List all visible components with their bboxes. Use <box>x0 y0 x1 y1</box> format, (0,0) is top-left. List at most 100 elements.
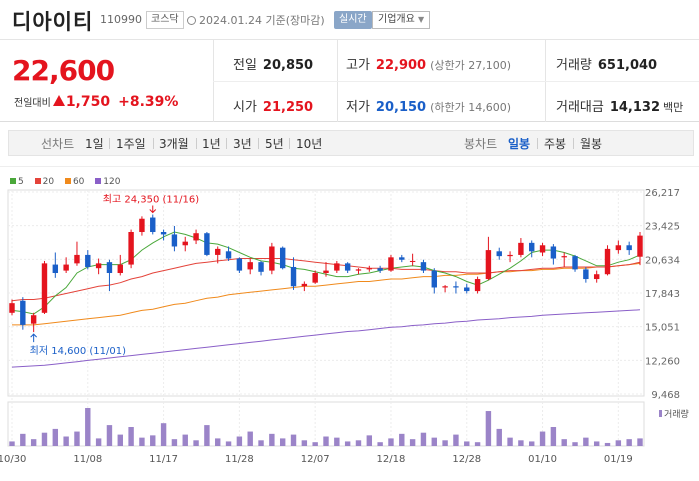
y-tick-label: 26,217 <box>645 188 680 199</box>
period-3y[interactable]: 3년 <box>233 137 252 151</box>
prev-close-label: 전일 <box>233 58 257 73</box>
candle-body <box>41 263 48 313</box>
volume-bar <box>550 427 557 446</box>
candle-body <box>507 254 513 257</box>
volume-bar <box>269 433 275 446</box>
y-tick-label: 12,260 <box>645 356 680 367</box>
candle-body <box>215 248 221 255</box>
candle-body <box>377 268 383 271</box>
volume-legend-swatch <box>659 410 662 417</box>
price-summary: 22,600 전일대비 1,750 +8.39% 전일 20,850 고가 22,900… <box>0 40 699 122</box>
volume-bar <box>518 440 524 446</box>
candle-monthly[interactable]: 월봉 <box>580 137 603 151</box>
candle-body <box>63 264 69 271</box>
chart-legend: 5 20 60 120 <box>10 177 128 187</box>
candle-body <box>593 274 600 280</box>
corp-info-label: 기업개요 <box>378 14 415 25</box>
x-tick-label: 12/28 <box>452 454 481 465</box>
period-1y[interactable]: 1년 <box>202 137 221 151</box>
candle-body <box>225 251 232 259</box>
volume-bar <box>95 438 102 446</box>
volume: 거래량 651,040 <box>556 54 657 73</box>
volume-bar <box>572 442 578 446</box>
realtime-button[interactable]: 실시간 <box>334 11 372 29</box>
chevron-down-icon: ▼ <box>418 15 425 24</box>
toolbar-sep <box>153 138 154 149</box>
stock-chart[interactable]: 26,217 23,425 20,634 17,843 15,051 12,260 9,46… <box>0 166 699 481</box>
volume-bar <box>236 436 243 446</box>
volume-bar <box>20 433 26 446</box>
volume-bar <box>334 437 340 446</box>
period-1w[interactable]: 1주일 <box>116 137 146 151</box>
volume-bar <box>193 440 199 446</box>
volume-bar <box>106 425 113 446</box>
period-10y[interactable]: 10년 <box>296 137 323 151</box>
candle-chart-label[interactable]: 봉차트 <box>464 137 498 151</box>
high-arrow-icon <box>149 205 157 214</box>
candle-body <box>442 286 448 288</box>
volume-bar <box>160 423 167 446</box>
volume-legend-label: 거래량 <box>664 408 689 420</box>
candle-body <box>139 218 145 233</box>
stock-header: 디아이티 110990 코스닥 2024.01.24 기준(장마감) 실시간 기… <box>0 0 699 40</box>
chart-toolbar: 선차트 1일 1주일 3개월 1년 3년 5년 10년 봉차트 일봉 주봉 월봉 <box>8 130 694 156</box>
open-label: 시가 <box>233 100 257 115</box>
legend-ma60-label: 60 <box>72 177 85 187</box>
volume-bar <box>409 439 416 446</box>
candle-body <box>604 248 611 275</box>
change-label: 전일대비 <box>14 98 51 109</box>
low-value: 20,150 <box>375 100 427 115</box>
high-value: 22,900 <box>375 58 427 73</box>
volume-bar <box>377 442 383 446</box>
legend-swatch <box>34 178 41 184</box>
lower-limit-value: 14,600) <box>468 101 512 114</box>
candle-body <box>74 254 80 264</box>
candle-body <box>52 264 59 274</box>
line-chart-label[interactable]: 선차트 <box>41 137 75 151</box>
candle-body <box>561 256 567 258</box>
volume-bar <box>399 433 405 446</box>
volume-bar <box>485 411 492 446</box>
candle-body <box>583 269 589 280</box>
corp-info-dropdown[interactable]: 기업개요 ▼ <box>372 11 431 29</box>
y-tick-label: 15,051 <box>645 323 680 334</box>
candle-body <box>615 245 622 251</box>
volume-bar <box>279 438 286 446</box>
volume-bar <box>529 441 535 446</box>
period-3m[interactable]: 3개월 <box>159 137 189 151</box>
volume-bar <box>150 435 156 446</box>
price-change: 전일대비 1,750 +8.39% <box>14 94 178 110</box>
upper-limit-label: (상한가 <box>430 59 465 72</box>
header-divider <box>0 39 699 40</box>
candle-body <box>160 232 167 235</box>
volume-bar <box>626 439 632 446</box>
candle-body <box>399 257 405 260</box>
volume-bar <box>474 442 481 446</box>
candle-daily[interactable]: 일봉 <box>508 137 531 151</box>
toolbar-sep <box>289 138 290 149</box>
period-1d[interactable]: 1일 <box>85 137 104 151</box>
period-5y[interactable]: 5년 <box>265 137 284 151</box>
candle-body <box>182 241 188 246</box>
candle-body <box>128 232 134 265</box>
volume-bar <box>507 437 513 446</box>
trade-value-label: 거래대금 <box>556 100 604 115</box>
trade-value-unit: 백만 <box>663 101 684 114</box>
candle-weekly[interactable]: 주봉 <box>544 137 567 151</box>
candle-body <box>279 247 286 269</box>
candle-body <box>474 279 481 292</box>
volume-bar <box>290 434 297 446</box>
candle-body <box>453 286 459 288</box>
candle-body <box>388 257 394 271</box>
volume-bar <box>583 437 589 446</box>
volume-bar <box>323 436 329 446</box>
legend-swatch <box>64 178 71 184</box>
stock-code: 110990 <box>100 13 142 26</box>
toolbar-sep <box>226 138 227 149</box>
volume-bar <box>593 441 600 446</box>
chart-canvas[interactable]: 26,217 23,425 20,634 17,843 15,051 12,260 9,46… <box>0 166 699 481</box>
candle-body <box>464 287 470 292</box>
upper-limit-value: 27,100) <box>468 59 512 72</box>
candle-body <box>150 217 156 233</box>
volume-bar <box>312 442 318 446</box>
